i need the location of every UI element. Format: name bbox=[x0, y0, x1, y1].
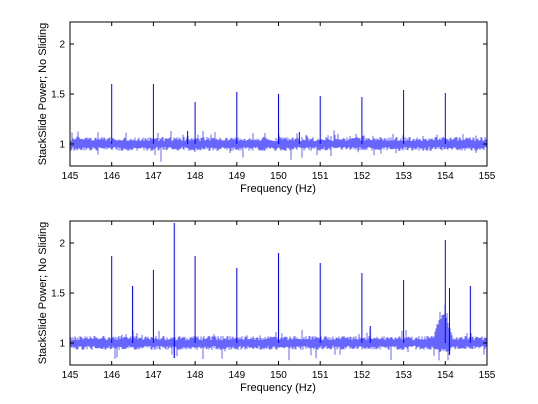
x-tick-label-155: 155 bbox=[479, 171, 496, 182]
x-tick-label-155: 155 bbox=[479, 370, 496, 381]
x-tick-label-148: 148 bbox=[187, 171, 204, 182]
x-tick-label-150: 150 bbox=[270, 171, 287, 182]
x-tick-label-148: 148 bbox=[187, 370, 204, 381]
x-tick-label-153: 153 bbox=[395, 370, 412, 381]
y-tick-label-2: 2 bbox=[59, 40, 65, 51]
x-tick-label-154: 154 bbox=[437, 370, 454, 381]
bottom-features bbox=[173, 343, 451, 358]
top-y-ticks: 11.52 bbox=[51, 40, 487, 151]
x-tick-label-145: 145 bbox=[62, 171, 79, 182]
y-tick-label-1: 1 bbox=[59, 339, 65, 350]
x-tick-label-151: 151 bbox=[312, 171, 329, 182]
bottom-y-ticks: 11.52 bbox=[51, 239, 487, 350]
top-x-axis-label: Frequency (Hz) bbox=[240, 183, 316, 195]
x-tick-label-150: 150 bbox=[270, 370, 287, 381]
top-panel: 145 146 147 148 149 150 151 152 153 154 155 11.52 … bbox=[37, 21, 496, 195]
y-tick-label-1.5: 1.5 bbox=[51, 90, 65, 101]
bottom-spikes bbox=[111, 223, 471, 343]
bottom-y-axis-label: StackSlide Power; No Sliding bbox=[37, 222, 49, 364]
bottom-x-axis-label: Frequency (Hz) bbox=[240, 382, 316, 394]
x-tick-label-146: 146 bbox=[103, 171, 120, 182]
x-tick-label-151: 151 bbox=[312, 370, 329, 381]
bottom-panel: 145 146 147 148 149 150 151 152 153 154 155 11.52 … bbox=[37, 220, 496, 394]
top-spikes bbox=[111, 84, 446, 144]
x-tick-label-154: 154 bbox=[437, 171, 454, 182]
x-tick-label-149: 149 bbox=[228, 370, 245, 381]
x-tick-label-149: 149 bbox=[228, 171, 245, 182]
bottom-x-ticks: 145 146 147 148 149 150 151 152 153 154 155 bbox=[62, 221, 496, 381]
x-tick-label-146: 146 bbox=[103, 370, 120, 381]
y-tick-label-1.5: 1.5 bbox=[51, 289, 65, 300]
x-tick-label-153: 153 bbox=[395, 171, 412, 182]
top-y-axis-label: StackSlide Power; No Sliding bbox=[37, 23, 49, 165]
y-tick-label-1: 1 bbox=[59, 140, 65, 151]
x-tick-label-147: 147 bbox=[145, 171, 162, 182]
x-tick-label-147: 147 bbox=[145, 370, 162, 381]
y-tick-label-2: 2 bbox=[59, 239, 65, 250]
x-tick-label-152: 152 bbox=[354, 370, 371, 381]
x-tick-label-145: 145 bbox=[62, 370, 79, 381]
top-x-ticks: 145 146 147 148 149 150 151 152 153 154 155 bbox=[62, 22, 496, 182]
x-tick-label-152: 152 bbox=[354, 171, 371, 182]
